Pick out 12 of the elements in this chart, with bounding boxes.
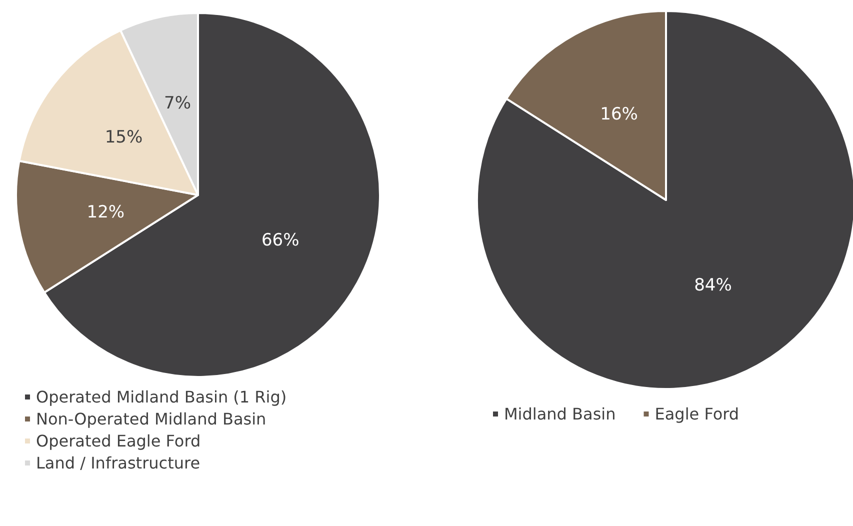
legend-label: Operated Midland Basin (1 Rig) bbox=[36, 388, 287, 406]
data-label: 12% bbox=[86, 202, 125, 223]
data-label: 7% bbox=[164, 93, 191, 114]
legend-label: Operated Eagle Ford bbox=[36, 432, 201, 450]
data-label: 15% bbox=[104, 127, 143, 148]
data-label: 66% bbox=[261, 230, 300, 250]
data-label: 84% bbox=[694, 275, 732, 296]
legend-label: Land / Infrastructure bbox=[36, 454, 200, 472]
data-label: 16% bbox=[600, 104, 638, 125]
legend-label: Eagle Ford bbox=[654, 404, 740, 424]
legend-label: Midland Basin bbox=[504, 404, 616, 424]
legend-label: Non-Operated Midland Basin bbox=[36, 410, 266, 428]
